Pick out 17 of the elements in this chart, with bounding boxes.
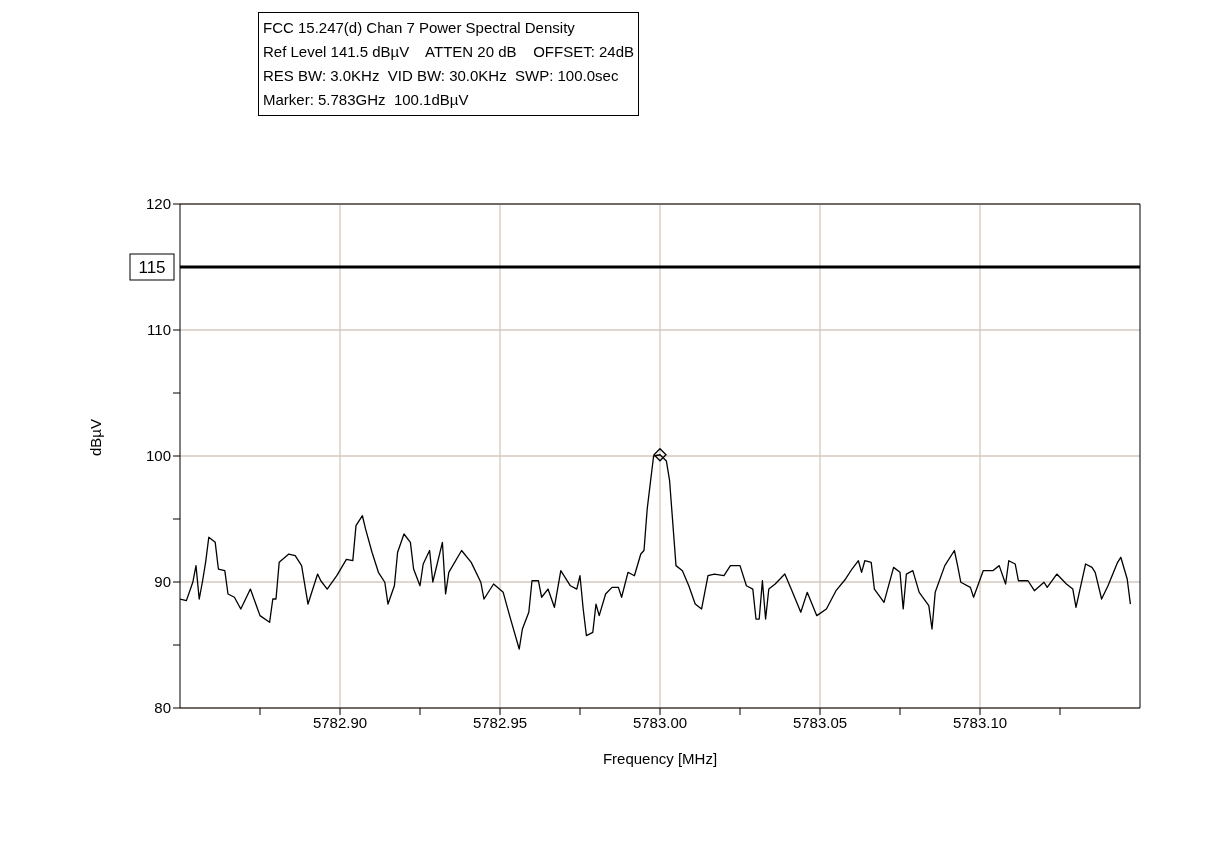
x-tick-label: 5782.95 (472, 713, 528, 731)
x-tick-label: 5783.10 (952, 713, 1008, 731)
text: Ref Level 141.5 dBµV ATTEN 20 dB OFFSET: 24dB (263, 42, 635, 62)
text: Marker: 5.783GHz 100.1dBµV (263, 90, 470, 110)
y-tick-label: 100 (145, 447, 171, 465)
y-tick-label: 90 (154, 573, 171, 591)
y-tick-label: 80 (154, 699, 171, 717)
x-axis-title: Frequency [MHz] (602, 750, 718, 767)
y-tick-label: 120 (145, 195, 171, 213)
x-tick-label: 5782.90 (312, 713, 368, 731)
ref-line-label: 115 (138, 258, 166, 277)
y-axis-title: dBµV (87, 419, 105, 456)
text: RES BW: 3.0KHz VID BW: 30.0KHz SWP: 100.0sec (263, 66, 620, 86)
x-tick-label: 5783.00 (632, 713, 688, 731)
x-tick-label: 5783.05 (792, 713, 848, 731)
y-tick-label: 110 (147, 321, 171, 339)
chart-title: FCC 15.247(d) Chan 7 Power Spectral Density (263, 18, 576, 38)
